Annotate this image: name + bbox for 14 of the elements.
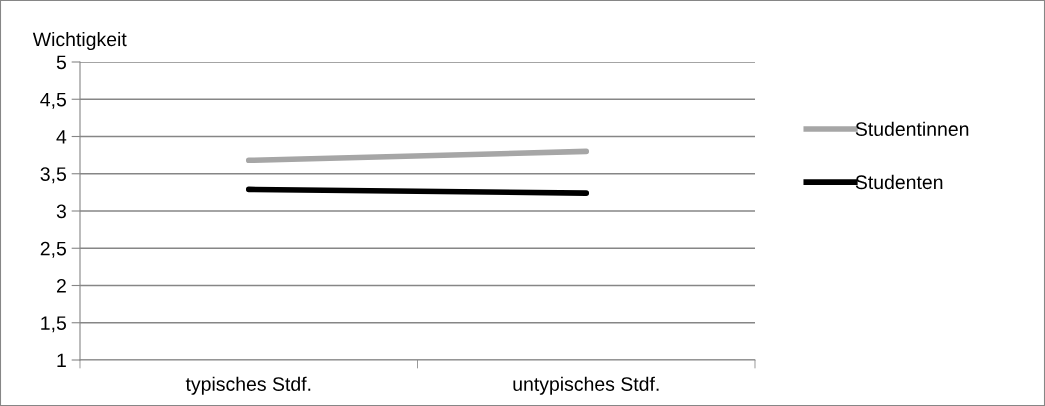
legend-label: Studenten: [855, 174, 943, 190]
y-tick-label: 5: [56, 55, 66, 70]
y-tick-label: 3: [56, 204, 66, 219]
y-axis-title: Wichtigkeit: [32, 31, 127, 51]
legend-label: Studentinnen: [855, 121, 969, 137]
y-tick-label: 4: [56, 130, 67, 144]
y-tick-label: 2: [56, 278, 66, 293]
y-tick-label: 2,5: [40, 241, 66, 258]
y-tick-label: 4,5: [40, 92, 66, 109]
x-tick-label: typisches Stdf.: [185, 376, 311, 395]
y-tick-label: 3,5: [40, 167, 66, 184]
y-tick-label: 1: [57, 353, 66, 368]
x-tick-label: untypisches Stdf.: [513, 376, 659, 395]
y-tick-label: 1,5: [41, 316, 66, 333]
